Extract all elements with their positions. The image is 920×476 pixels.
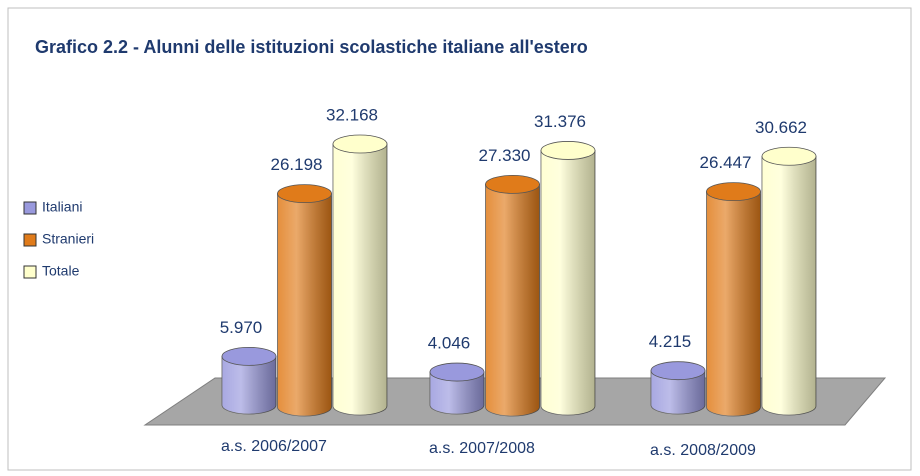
chart-title: Grafico 2.2 - Alunni delle istituzioni s…	[35, 37, 588, 57]
x-tick-label: a.s. 2006/2007	[221, 438, 327, 455]
value-label: 5.970	[220, 318, 263, 337]
cylinder-shade	[706, 191, 761, 416]
cylinder-top	[761, 146, 817, 166]
legend-label: Italiani	[42, 199, 82, 215]
value-label: 26.447	[700, 153, 752, 172]
value-label: 30.662	[755, 118, 807, 137]
cylinder-shade	[277, 193, 332, 416]
value-label: 32.168	[326, 105, 378, 124]
cylinder-top	[485, 175, 540, 194]
cylinder-shade	[485, 184, 540, 416]
cylinder-top	[429, 362, 485, 382]
cylinder-shade	[762, 156, 816, 415]
cylinder-top	[650, 361, 706, 381]
cylinder-shade	[333, 144, 387, 415]
legend-label: Stranieri	[42, 231, 94, 247]
legend-swatch	[23, 265, 37, 279]
legend-swatch	[23, 201, 37, 215]
value-label: 26.198	[271, 155, 323, 174]
cylinder-top	[277, 184, 332, 204]
x-tick-label: a.s. 2007/2008	[429, 440, 535, 457]
cylinder-top	[221, 346, 277, 366]
legend-label: Totale	[42, 263, 80, 279]
value-label: 4.215	[649, 332, 692, 351]
x-tick-label: a.s. 2008/2009	[650, 442, 756, 459]
value-label: 4.046	[428, 334, 471, 353]
cylinder-shade	[430, 372, 484, 414]
cylinder-top	[332, 134, 388, 154]
cylinder-top	[706, 182, 761, 201]
cylinder-shade	[541, 150, 595, 416]
value-label: 31.376	[534, 112, 586, 131]
value-label: 27.330	[479, 146, 531, 165]
legend-swatch	[23, 233, 37, 247]
cylinder-shade	[222, 356, 276, 414]
cylinder-top	[540, 141, 596, 160]
cylinder-shade	[651, 370, 705, 414]
